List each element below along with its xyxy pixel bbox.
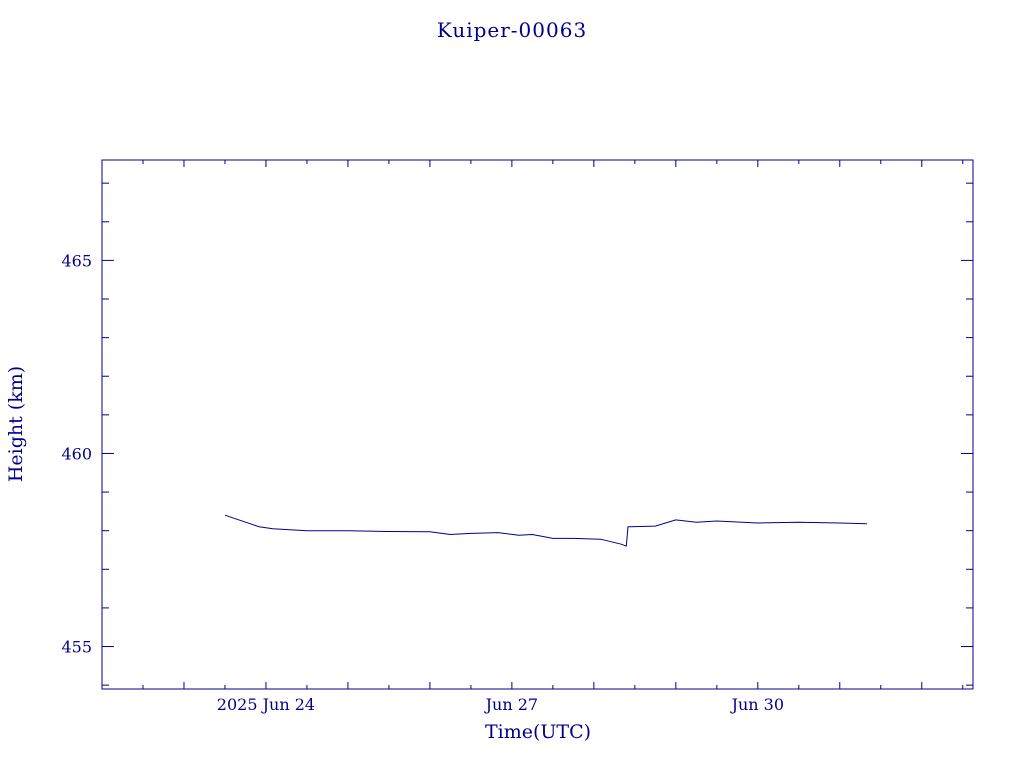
x-tick-label: Jun 30	[730, 695, 784, 714]
x-tick-label: 2025 Jun 24	[217, 695, 315, 714]
y-tick-label: 465	[61, 251, 92, 270]
y-tick-label: 460	[61, 444, 92, 463]
axis-tick-labels: 455 460 465 2025 Jun 24 Jun 27 Jun 30	[61, 251, 784, 714]
x-tick-label: Jun 27	[484, 695, 538, 714]
axis-ticks	[101, 160, 973, 689]
y-axis-label: Height (km)	[5, 366, 27, 482]
plot-frame	[101, 159, 974, 690]
chart-title: Kuiper-00063	[437, 18, 587, 42]
x-axis-label: Time(UTC)	[485, 721, 591, 743]
y-tick-label: 455	[61, 638, 92, 657]
height-series-line	[224, 514, 868, 547]
